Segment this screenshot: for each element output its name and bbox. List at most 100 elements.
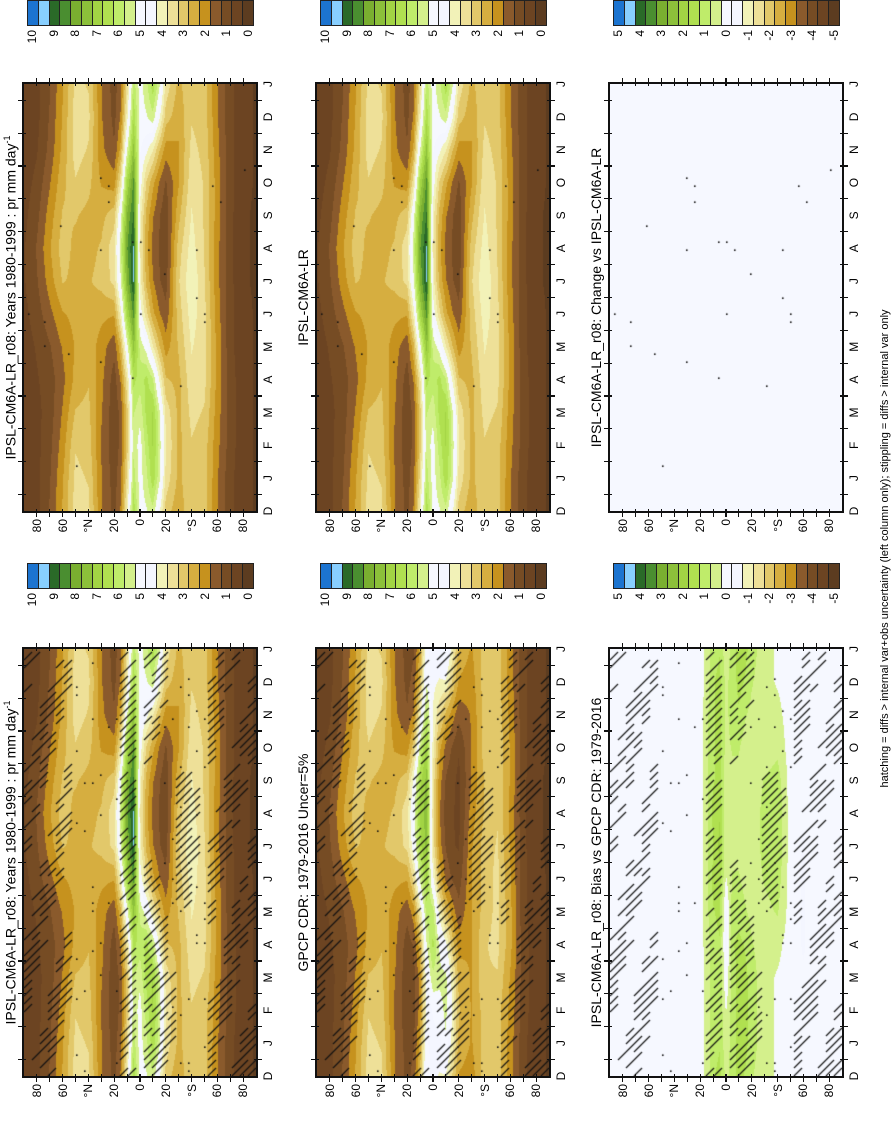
y-tick-label: 20 (744, 1084, 759, 1098)
x-tick (604, 1026, 612, 1028)
x-tick (18, 927, 26, 929)
heatmap-panel (315, 82, 551, 513)
x-tick (311, 1026, 319, 1028)
colorbar-label: 6 (111, 30, 126, 37)
y-tick (483, 78, 486, 86)
colorbar-label: 10 (318, 30, 333, 44)
x-tick-label: D (847, 506, 861, 516)
y-tick (648, 509, 650, 517)
x-tick-label: O (847, 742, 861, 753)
y-tick (776, 78, 779, 86)
y-tick-label: 60 (55, 519, 70, 533)
x-tick (840, 231, 848, 233)
y-tick (152, 78, 154, 86)
y-tick-label: 60 (796, 519, 811, 533)
panel-title-text: IPSL-CM6A-LR_r08: Years 1980-1999 : pr m… (2, 708, 19, 1025)
y-tick (342, 509, 344, 517)
y-tick (203, 643, 206, 651)
y-tick-label: °N (374, 519, 389, 533)
x-tick-label: M (554, 407, 568, 418)
x-tick (604, 263, 612, 266)
y-tick (635, 78, 637, 86)
y-tick-label: 60 (796, 1084, 811, 1098)
x-tick (840, 894, 848, 896)
y-tick-label: 80 (236, 519, 251, 533)
y-tick (49, 509, 51, 517)
x-tick (18, 395, 26, 397)
y-tick (509, 509, 511, 517)
y-tick-label: 20 (107, 1084, 122, 1098)
x-tick (547, 493, 555, 496)
colorbar-label: 9 (339, 30, 354, 37)
y-tick (660, 509, 663, 517)
y-tick (216, 509, 218, 517)
y-tick (535, 78, 537, 86)
y-tick-label: 80 (29, 519, 44, 533)
x-tick (18, 960, 26, 962)
y-tick (802, 78, 804, 86)
x-tick (840, 99, 848, 101)
x-tick (547, 231, 555, 233)
y-tick (342, 643, 344, 651)
y-tick (380, 78, 383, 86)
colorbar-label: 3 (176, 30, 191, 37)
y-tick (522, 643, 524, 651)
y-tick (36, 509, 38, 517)
y-tick (648, 1074, 650, 1082)
y-tick-label: 20 (400, 519, 415, 533)
y-tick (522, 509, 524, 517)
x-tick (604, 493, 612, 496)
x-tick (254, 828, 262, 831)
x-tick (18, 894, 26, 896)
y-tick-label: 20 (158, 1084, 173, 1098)
y-tick-label: 80 (29, 1084, 44, 1098)
y-tick (686, 78, 688, 86)
panel-title-text: IPSL-CM6A-LR (295, 249, 311, 346)
colorbar-label: 1 (219, 30, 234, 37)
x-tick (311, 664, 319, 666)
colorbar-label: 4 (447, 30, 462, 37)
y-tick-label: °S (477, 1084, 492, 1097)
colorbar-label: 4 (154, 593, 169, 600)
x-tick (547, 461, 555, 463)
y-tick (406, 643, 408, 651)
x-tick (547, 993, 555, 995)
x-tick (311, 697, 319, 699)
y-tick-label: 20 (744, 519, 759, 533)
x-tick-label: A (261, 244, 275, 253)
y-tick (62, 78, 64, 86)
colorbar-label: 5 (426, 593, 440, 600)
x-tick (311, 395, 319, 397)
y-tick (87, 643, 90, 651)
y-tick-label: 60 (348, 1084, 363, 1098)
y-tick (355, 1074, 357, 1082)
x-tick-label: J (554, 310, 568, 317)
x-tick-label: J (847, 278, 861, 285)
heatmap-canvas (610, 649, 842, 1076)
y-tick (458, 643, 460, 651)
y-tick (178, 643, 180, 651)
y-tick (445, 643, 447, 651)
x-tick (547, 99, 555, 101)
x-tick (547, 198, 555, 200)
y-tick (126, 1074, 128, 1082)
x-tick (547, 730, 555, 732)
x-tick (604, 993, 612, 995)
y-tick (329, 643, 331, 651)
x-tick (254, 165, 262, 167)
y-tick-label: °N (81, 519, 96, 533)
x-tick (604, 99, 612, 101)
x-tick-label: A (261, 809, 275, 818)
x-tick (254, 664, 262, 666)
y-tick (216, 1074, 218, 1082)
y-tick (712, 78, 714, 86)
x-tick (311, 428, 319, 430)
y-tick (535, 509, 537, 517)
x-tick (840, 730, 848, 732)
x-tick-label: D (261, 677, 275, 687)
y-tick (496, 509, 499, 517)
y-tick-label: 20 (158, 519, 173, 533)
x-tick (18, 1026, 26, 1028)
y-tick (738, 1074, 740, 1082)
x-tick (840, 861, 848, 863)
